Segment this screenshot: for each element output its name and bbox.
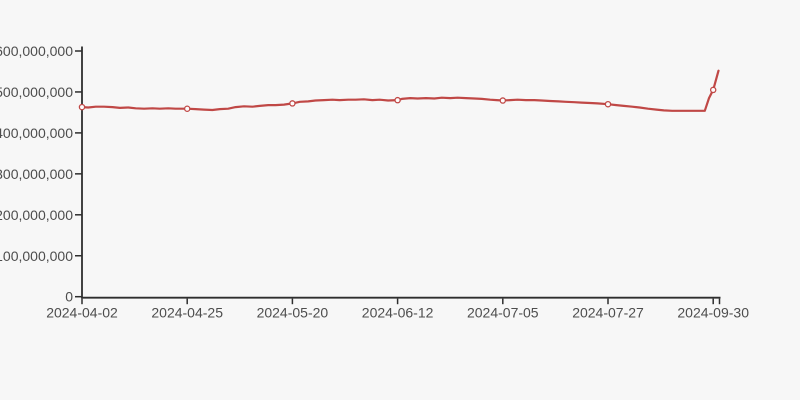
- data-point-marker[interactable]: [499, 97, 507, 104]
- y-tick-label: 200,000,000: [0, 207, 73, 223]
- y-tick-label: 100,000,000: [0, 248, 73, 264]
- data-point-marker[interactable]: [604, 100, 612, 108]
- data-point-marker[interactable]: [394, 96, 401, 104]
- y-tick-label: 600,000,000: [0, 43, 73, 59]
- data-point-marker[interactable]: [183, 105, 191, 112]
- y-tick-label: 500,000,000: [0, 84, 73, 100]
- data-point-marker[interactable]: [78, 103, 86, 111]
- data-line: [80, 69, 720, 112]
- x-tick-label: 2024-09-30: [677, 305, 749, 321]
- x-tick-label: 2024-04-25: [151, 305, 223, 321]
- y-tick-label: 0: [65, 289, 73, 305]
- x-tick-label: 2024-07-05: [467, 305, 539, 321]
- x-tick-label: 2024-07-27: [572, 305, 644, 321]
- data-point-marker[interactable]: [289, 100, 296, 107]
- x-tick-label: 2024-06-12: [362, 305, 434, 321]
- x-tick-label: 2024-05-20: [257, 305, 329, 321]
- data-point-marker[interactable]: [709, 86, 717, 94]
- x-tick-label: 2024-04-02: [46, 305, 118, 321]
- y-tick-label: 300,000,000: [0, 166, 73, 182]
- y-tick-label: 400,000,000: [0, 125, 73, 141]
